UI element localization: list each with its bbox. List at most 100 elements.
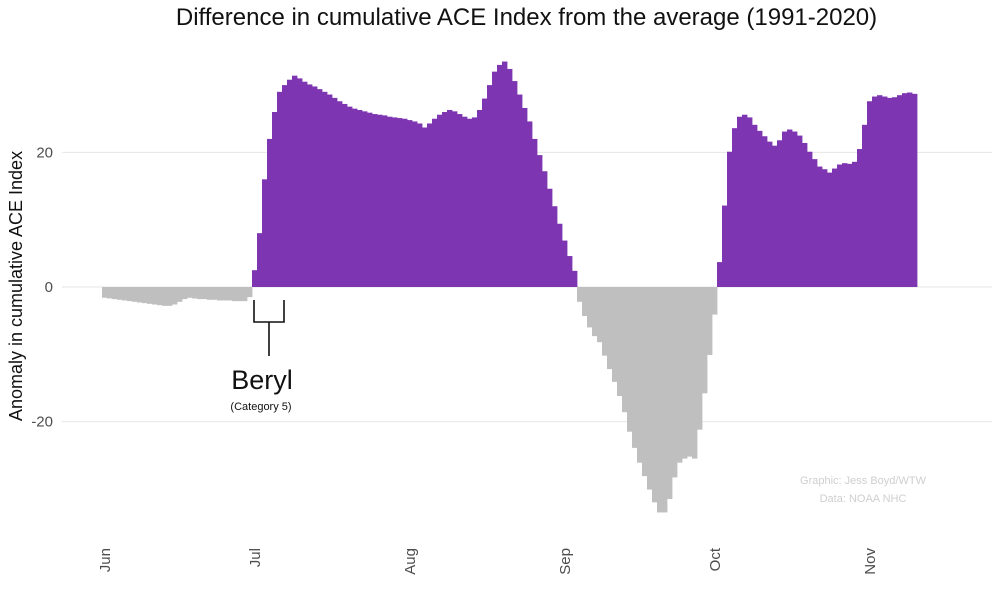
bar xyxy=(632,287,638,448)
bar xyxy=(437,114,443,287)
bar xyxy=(617,287,623,397)
bar xyxy=(182,287,188,300)
bar xyxy=(702,287,708,394)
bar xyxy=(192,287,198,299)
bar xyxy=(347,106,353,287)
credit-graphic: Graphic: Jess Boyd/WTW xyxy=(800,475,927,487)
credit-data: Data: NOAA NHC xyxy=(820,493,907,505)
bar xyxy=(467,118,473,287)
bar xyxy=(562,240,568,287)
bar xyxy=(802,142,808,287)
bar xyxy=(352,108,358,287)
bar xyxy=(737,116,743,287)
bar xyxy=(847,163,853,287)
bar xyxy=(882,96,888,287)
bar xyxy=(142,287,148,304)
bar xyxy=(732,128,738,287)
bar xyxy=(362,111,368,287)
bar xyxy=(587,287,593,328)
bar xyxy=(787,129,793,287)
x-tick-label: Jun xyxy=(97,548,114,572)
bar xyxy=(272,112,278,288)
bar xyxy=(682,287,688,459)
bar xyxy=(572,270,578,287)
beryl-bracket xyxy=(253,300,285,356)
bar xyxy=(887,97,893,288)
bar xyxy=(487,85,493,287)
bar xyxy=(107,287,113,299)
bar xyxy=(222,287,228,301)
bar xyxy=(382,115,388,287)
bar xyxy=(792,131,798,287)
bar xyxy=(577,287,583,302)
y-axis-ticks: -20 0 20 xyxy=(31,144,53,430)
bar xyxy=(432,118,438,287)
bar xyxy=(797,135,803,287)
bar xyxy=(482,98,488,287)
bar xyxy=(317,89,323,287)
bar xyxy=(822,169,828,287)
x-tick-label: Oct xyxy=(707,547,724,571)
bar xyxy=(817,166,823,287)
bar xyxy=(327,94,333,287)
bar xyxy=(402,118,408,287)
bar xyxy=(177,287,183,302)
bar xyxy=(512,81,518,287)
bar xyxy=(372,114,378,287)
bar xyxy=(912,93,918,287)
bar xyxy=(152,287,158,305)
bar xyxy=(647,287,653,490)
bar xyxy=(752,124,758,287)
bar xyxy=(367,112,373,288)
bar xyxy=(762,136,768,287)
bar xyxy=(547,188,553,287)
bar xyxy=(637,287,643,463)
bar xyxy=(622,287,628,413)
bar xyxy=(477,110,483,287)
bar xyxy=(507,68,513,287)
bar xyxy=(657,287,663,513)
bar xyxy=(122,287,128,301)
bar xyxy=(542,171,548,287)
beryl-category: (Category 5) xyxy=(230,401,291,413)
bar xyxy=(357,110,363,287)
bar xyxy=(202,287,208,300)
bar xyxy=(117,287,123,300)
bar xyxy=(862,124,868,287)
bar xyxy=(602,287,608,356)
bar xyxy=(472,117,478,288)
bar xyxy=(552,206,558,287)
bar xyxy=(712,287,718,315)
bar xyxy=(132,287,138,302)
bar xyxy=(852,161,858,287)
bar xyxy=(692,287,698,459)
bar xyxy=(777,140,783,287)
bar xyxy=(387,116,393,287)
y-tick-label: 0 xyxy=(45,279,53,296)
bar xyxy=(567,256,573,287)
bar xyxy=(522,107,528,288)
bar xyxy=(342,103,348,287)
bar xyxy=(707,287,713,355)
bar xyxy=(207,287,213,300)
bar xyxy=(612,287,618,382)
y-tick-label: 20 xyxy=(36,144,53,161)
bar xyxy=(837,164,843,287)
bar xyxy=(307,84,313,287)
beryl-label: Beryl xyxy=(231,365,293,395)
bar xyxy=(897,95,903,287)
bar xyxy=(667,287,673,499)
bar xyxy=(842,163,848,287)
bar xyxy=(532,138,538,287)
bar xyxy=(252,270,258,287)
bar xyxy=(492,71,498,287)
bar xyxy=(867,101,873,287)
bar xyxy=(412,121,418,287)
bar xyxy=(397,118,403,288)
bar xyxy=(282,85,288,287)
bar xyxy=(332,97,338,288)
bar xyxy=(407,120,413,287)
bar xyxy=(592,287,598,337)
bar xyxy=(417,123,423,287)
bar xyxy=(392,117,398,288)
